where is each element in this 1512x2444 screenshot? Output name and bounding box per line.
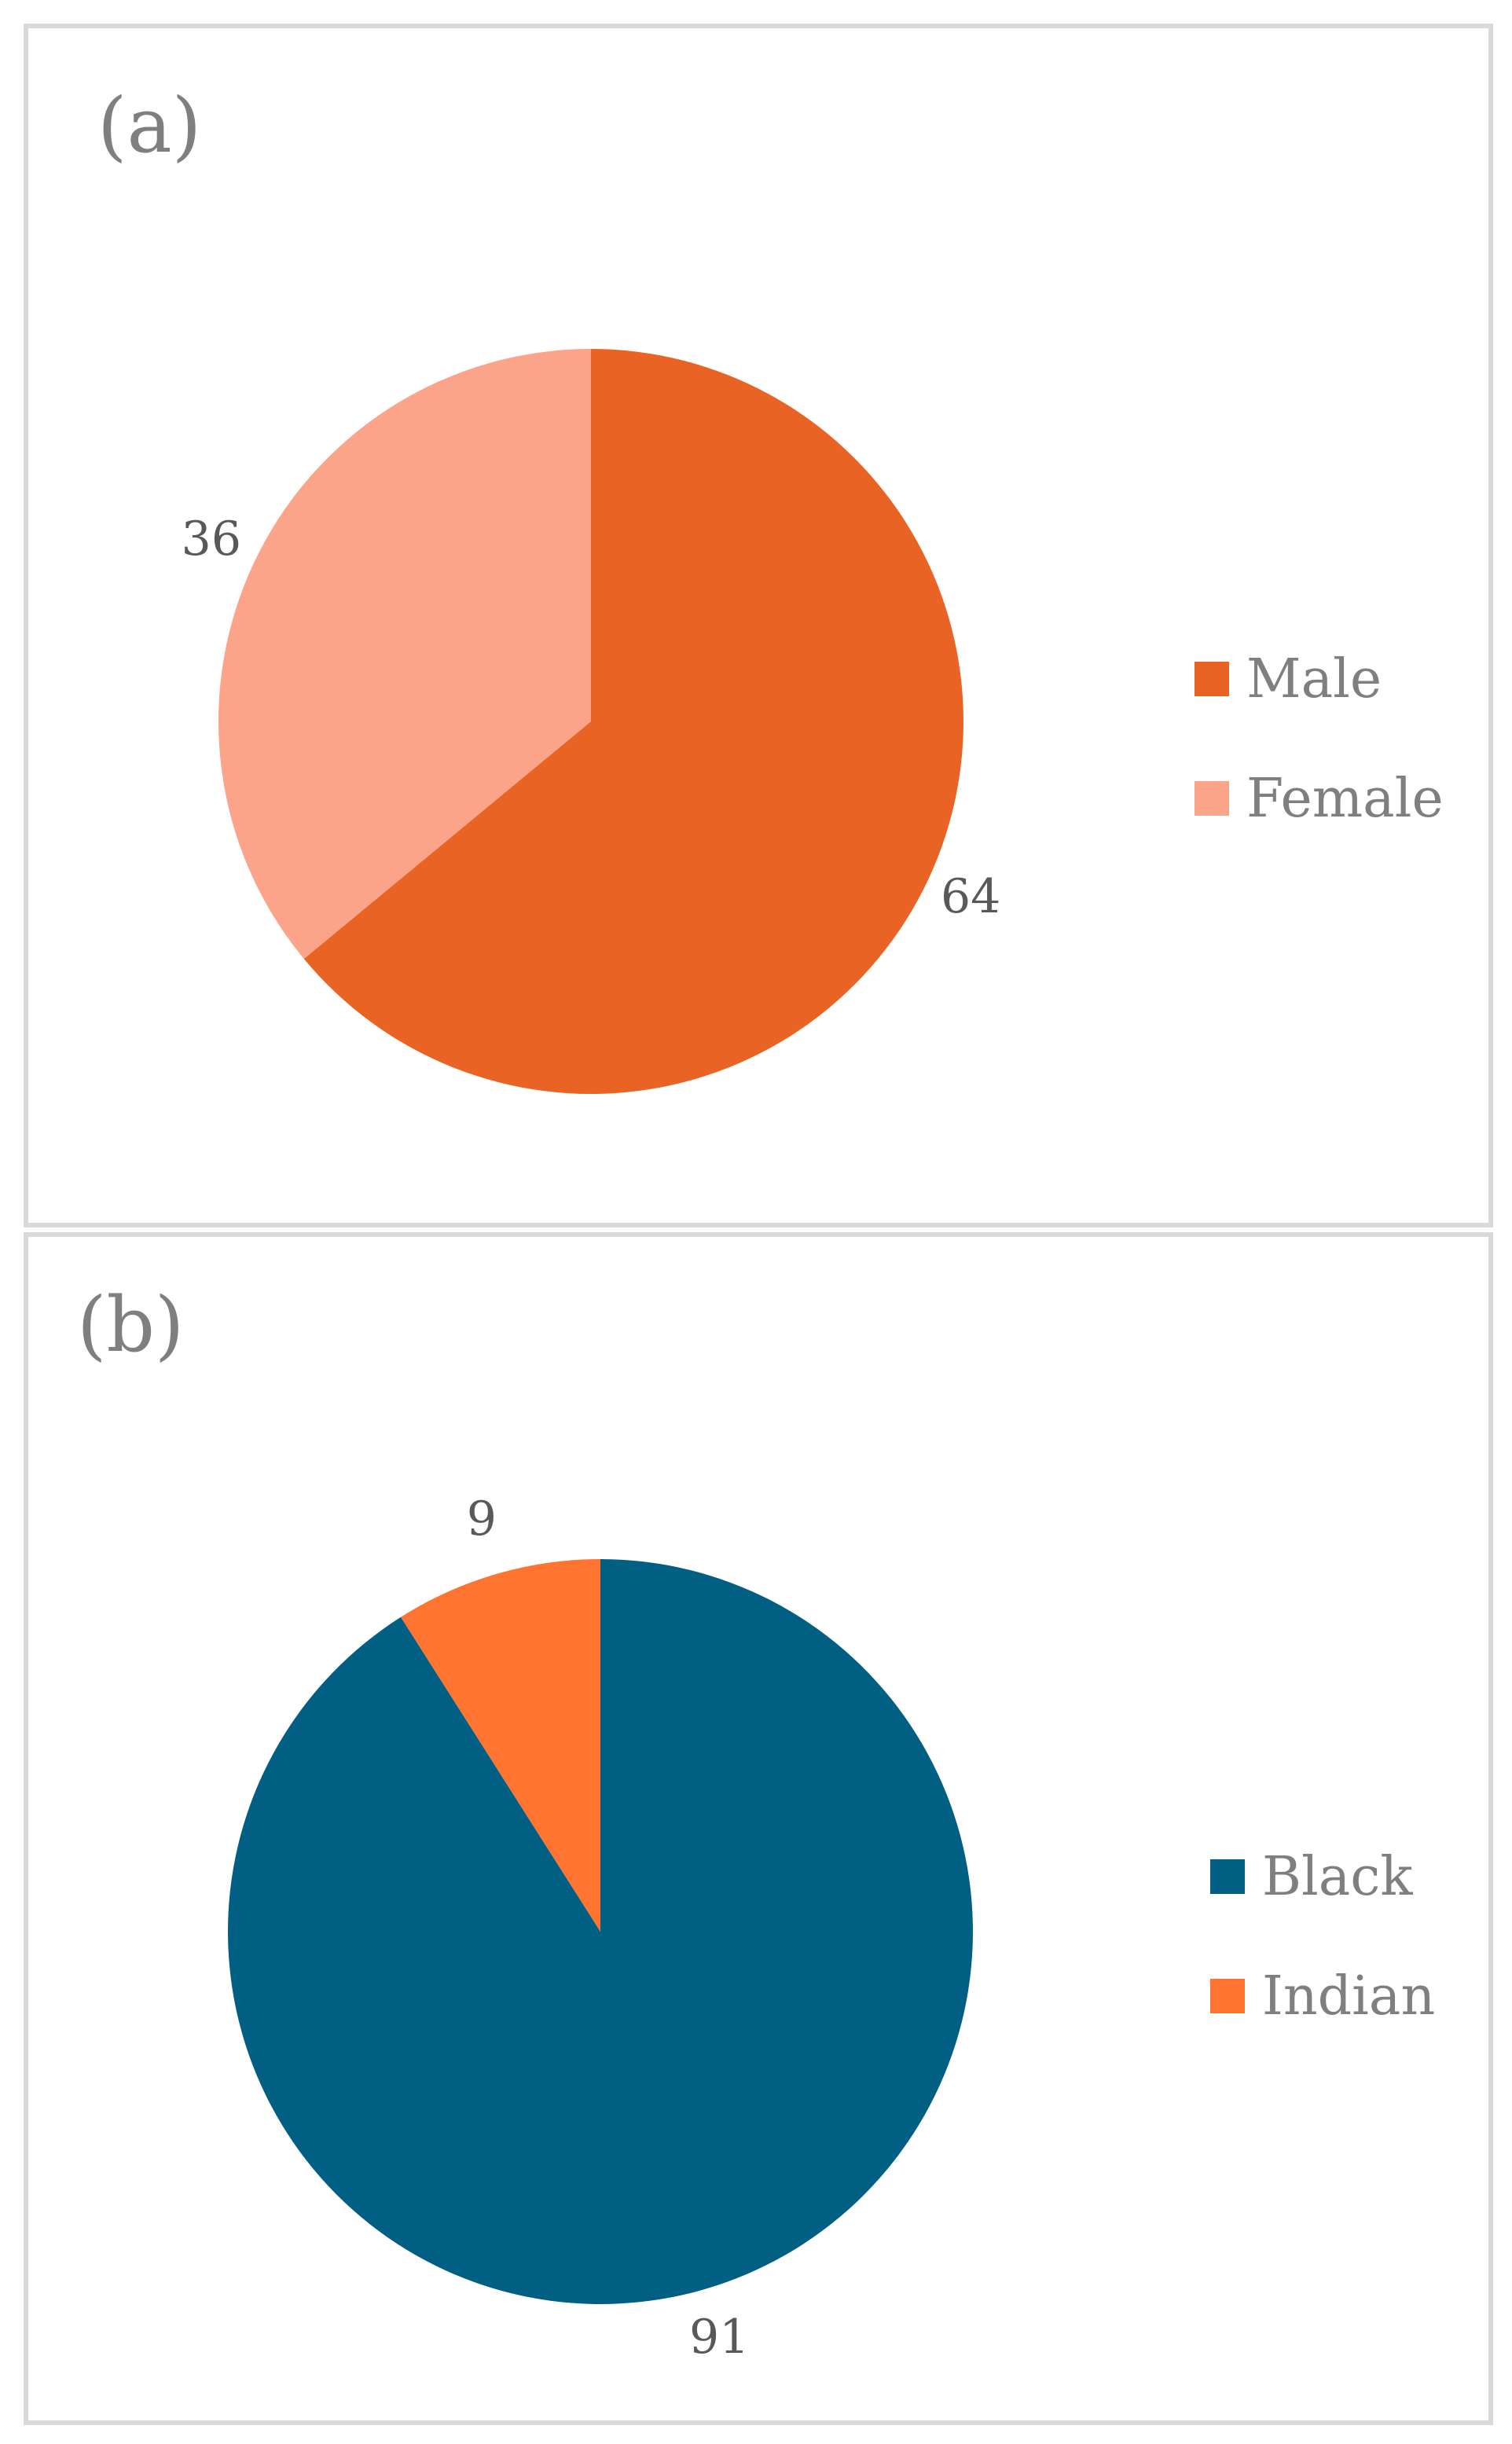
pie-slice-female — [218, 349, 591, 960]
data-label-indian: 9 — [467, 1492, 497, 1547]
legend-item-female: Female — [1195, 739, 1444, 858]
pie-chart-a: 64 36 — [182, 349, 1000, 1094]
chart-panel-a: (a) 64 36 Male Female — [24, 24, 1493, 1228]
legend-item-indian: Indian — [1210, 1936, 1435, 2056]
legend-swatch-male — [1195, 662, 1229, 696]
legend-label-black: Black — [1262, 1845, 1413, 1908]
panel-label-a: (a) — [97, 82, 202, 170]
data-label-black: 91 — [689, 2310, 749, 2365]
legend-swatch-indian — [1210, 1979, 1245, 2013]
legend-b: Black Indian — [1210, 1817, 1435, 2056]
data-label-male: 64 — [941, 869, 1000, 924]
panel-label-b: (b) — [77, 1281, 185, 1369]
legend-item-black: Black — [1210, 1817, 1435, 1936]
legend-label-female: Female — [1246, 767, 1444, 830]
legend-swatch-black — [1210, 1859, 1245, 1894]
chart-panel-b: (b) 91 9 Black Indian — [24, 1232, 1493, 2425]
pie-slice-male — [303, 349, 963, 1094]
legend-item-male: Male — [1195, 619, 1444, 739]
data-label-female: 36 — [182, 512, 241, 567]
pie-chart-b: 91 9 — [227, 1492, 973, 2365]
legend-swatch-female — [1195, 781, 1229, 816]
legend-a: Male Female — [1195, 619, 1444, 858]
pie-slice-indian — [401, 1559, 600, 1932]
legend-label-indian: Indian — [1262, 1965, 1436, 2027]
legend-label-male: Male — [1246, 648, 1382, 710]
